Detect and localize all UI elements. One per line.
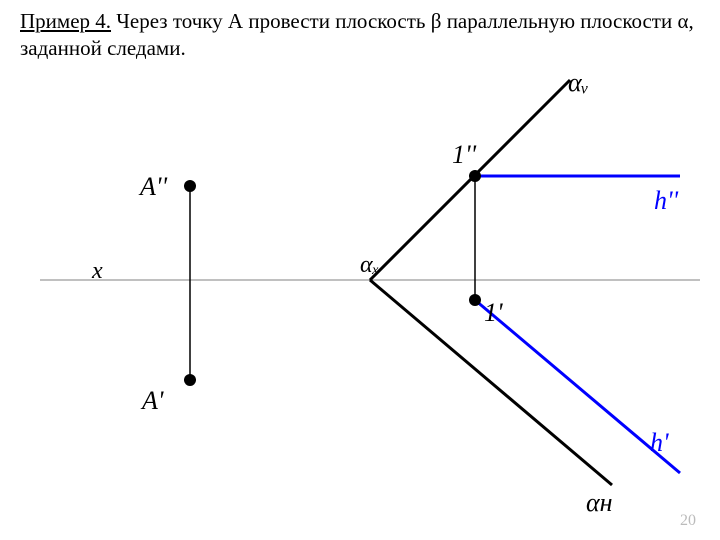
point-1-upper (469, 170, 481, 182)
point-A2 (184, 180, 196, 192)
label-h1: h' (650, 428, 669, 458)
trace-alpha-v (370, 80, 570, 280)
point-A1 (184, 374, 196, 386)
page-number: 20 (680, 512, 696, 530)
label-A2: A'' (140, 172, 167, 202)
label-x: x (92, 258, 103, 285)
label-1-upper: 1'' (452, 140, 476, 170)
label-alpha-x: αₓ (360, 252, 379, 279)
label-h2: h'' (654, 186, 678, 216)
label-A1: A' (142, 386, 163, 416)
label-alpha-h: αн (586, 488, 613, 518)
point-1-lower (469, 294, 481, 306)
label-alpha-v: αᵥ (568, 68, 589, 98)
label-1-lower: 1' (484, 298, 503, 328)
